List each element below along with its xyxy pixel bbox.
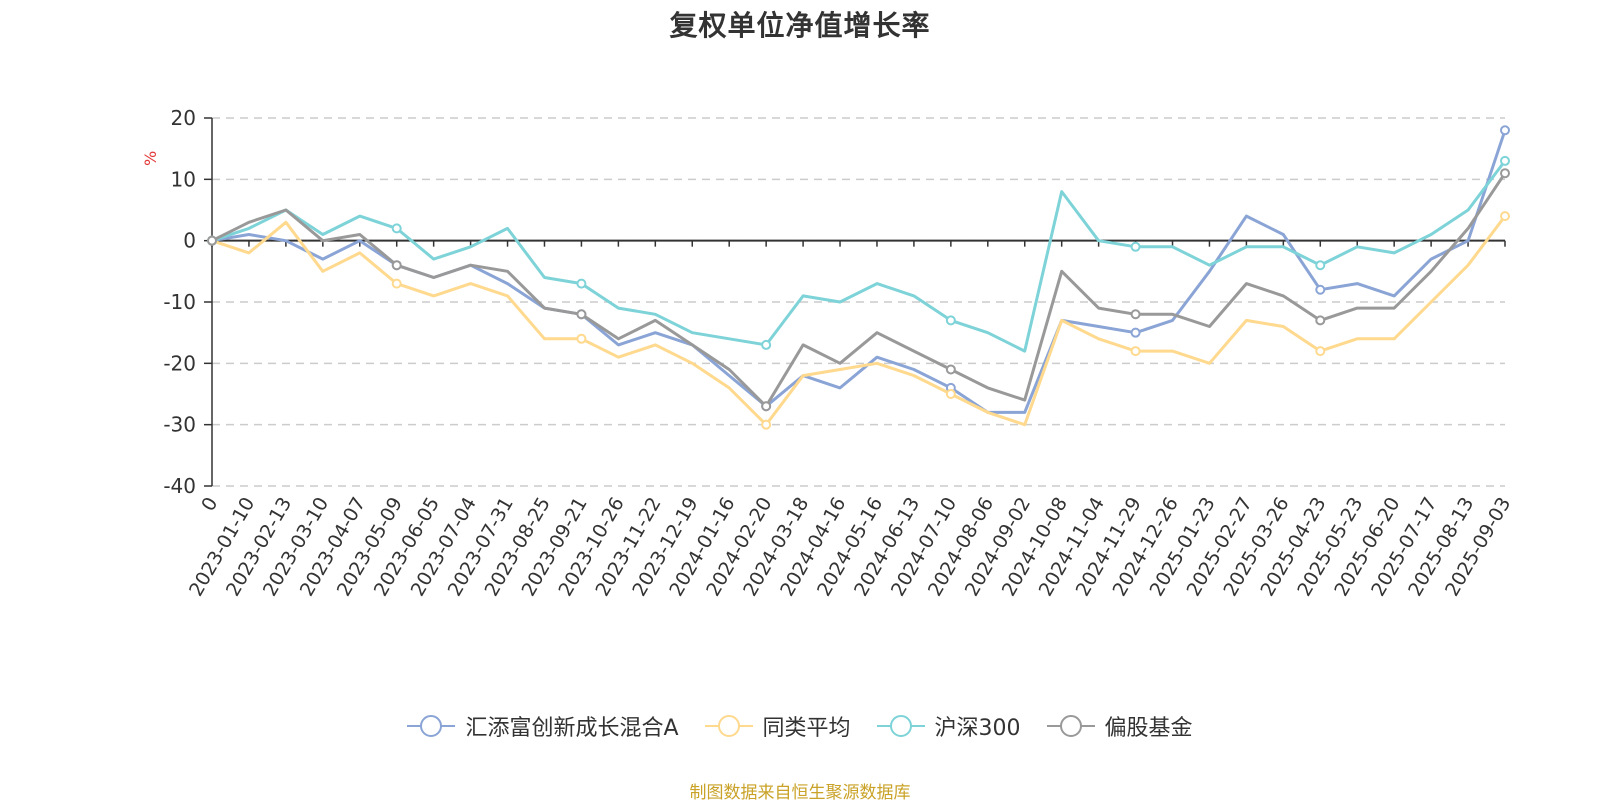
legend-marker-icon (876, 714, 925, 738)
series-point-0 (1500, 125, 1510, 136)
series-point-3 (207, 235, 217, 246)
chart-title: 复权单位净值增长率 (669, 9, 931, 42)
series-line-0 (210, 128, 1507, 414)
gridlines (212, 117, 1505, 487)
legend-label: 偏股基金 (1104, 716, 1193, 741)
y-tick-label: 10 (171, 167, 196, 191)
series-point-0 (1315, 284, 1326, 295)
series-point-3 (1500, 168, 1510, 179)
y-tick-label: -20 (163, 351, 196, 375)
legend-label: 沪深300 (934, 716, 1021, 741)
y-axis-unit-label: % (141, 151, 160, 166)
series-point-1 (1500, 211, 1510, 222)
series-line-2 (210, 159, 1507, 353)
series-point-3 (1315, 315, 1326, 326)
series-point-3 (1130, 309, 1141, 320)
legend-item-1[interactable]: 同类平均 (704, 710, 851, 742)
legend-marker-icon (1046, 714, 1095, 738)
legend-item-3[interactable]: 偏股基金 (1046, 710, 1193, 742)
legend-marker-icon (407, 714, 456, 738)
series-lines (207, 125, 1510, 430)
legend-marker-icon (704, 714, 753, 738)
series-point-2 (945, 315, 956, 326)
series-line-1 (210, 214, 1507, 427)
series-point-3 (761, 401, 772, 412)
series-point-3 (945, 364, 956, 375)
axes (204, 117, 1506, 487)
series-point-2 (576, 278, 587, 289)
y-tick-label: 20 (171, 106, 196, 130)
series-point-3 (391, 260, 402, 271)
y-tick-label: -30 (163, 413, 196, 437)
series-point-2 (391, 223, 402, 234)
series-point-1 (576, 333, 587, 344)
series-point-2 (1130, 241, 1141, 252)
series-point-1 (391, 278, 402, 289)
series-point-1 (1315, 346, 1326, 357)
legend-item-0[interactable]: 汇添富创新成长混合A (407, 710, 679, 742)
legend-label: 汇添富创新成长混合A (465, 716, 679, 741)
legend: 汇添富创新成长混合A 同类平均 沪深300 偏股基金 (0, 710, 1600, 742)
y-tick-label: -10 (163, 290, 196, 314)
series-point-1 (761, 419, 772, 430)
series-point-0 (1130, 327, 1141, 338)
tick-labels: 20100-10-20-30-4002023-01-102023-02-1320… (163, 106, 1515, 600)
series-point-2 (1315, 260, 1326, 271)
series-point-3 (576, 309, 587, 320)
series-point-2 (1500, 155, 1510, 166)
x-tick-label: 0 (197, 494, 222, 515)
y-tick-label: 0 (183, 229, 196, 253)
legend-item-2[interactable]: 沪深300 (876, 710, 1021, 742)
series-point-1 (1130, 346, 1141, 357)
series-line-3 (210, 171, 1507, 408)
series-point-1 (945, 389, 956, 399)
series-point-2 (761, 339, 772, 350)
source-note: 制图数据来自恒生聚源数据库 (689, 783, 911, 803)
y-tick-label: -40 (163, 474, 196, 498)
legend-label: 同类平均 (762, 716, 851, 741)
